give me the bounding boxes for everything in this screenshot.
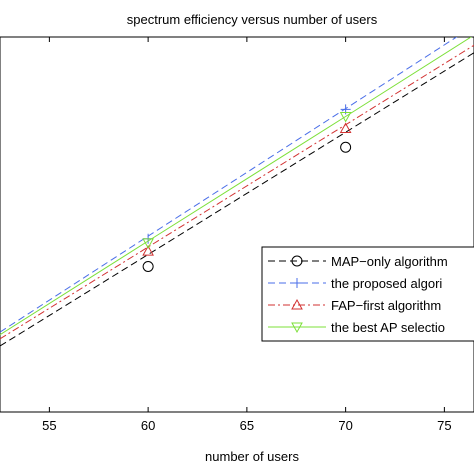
x-axis-label: number of users bbox=[205, 449, 299, 464]
chart-title: spectrum efficiency versus number of use… bbox=[127, 12, 378, 27]
plot-area bbox=[0, 36, 474, 413]
series-1-point-1 bbox=[142, 261, 154, 272]
legend-box bbox=[261, 246, 474, 342]
x-axis: 55 60 65 70 75 bbox=[42, 37, 452, 433]
x-tick-label: 60 bbox=[141, 418, 155, 433]
series-3-point-2 bbox=[339, 122, 352, 133]
series-4-point-1 bbox=[142, 238, 154, 249]
x-tick-label: 75 bbox=[437, 418, 451, 433]
series-line-4 bbox=[0, 37, 472, 336]
x-tick-label: 65 bbox=[240, 418, 254, 433]
series-line-1 bbox=[0, 52, 474, 347]
legend: MAP−only algorithm the proposed algori FAP… bbox=[261, 246, 474, 342]
series-line-3 bbox=[0, 44, 474, 340]
legend-marker-4 bbox=[291, 322, 303, 334]
legend-entries: MAP−only algorithm the proposed algori FAP… bbox=[268, 254, 448, 335]
series-line-2 bbox=[0, 37, 458, 333]
legend-label-1: MAP−only algorithm bbox=[331, 254, 448, 269]
legend-label-2: the proposed algori bbox=[331, 276, 442, 291]
legend-marker-1 bbox=[291, 255, 303, 267]
series-layer bbox=[0, 37, 474, 347]
series-1-point-2 bbox=[340, 141, 352, 153]
x-tick-label: 55 bbox=[42, 418, 56, 433]
legend-marker-2 bbox=[292, 278, 302, 288]
series-4-point-2 bbox=[339, 112, 352, 123]
series-3-point-1 bbox=[142, 245, 154, 256]
legend-label-3: FAP−first algorithm bbox=[331, 298, 441, 313]
legend-marker-3 bbox=[291, 298, 303, 310]
x-tick-label: 70 bbox=[338, 418, 352, 433]
legend-label-4: the best AP selectio bbox=[331, 320, 445, 335]
